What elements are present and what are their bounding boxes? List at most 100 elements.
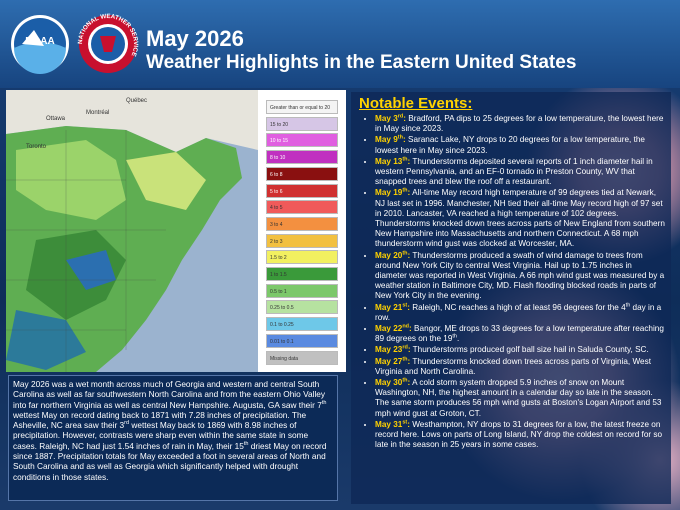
legend-entry: 0.01 to 0.1 [266,333,338,348]
event-date: : [407,156,411,166]
legend-entry: 1 to 1.5 [266,267,338,281]
text: Saranac Lake, NY drops to 20 degrees for… [375,135,645,155]
event-date: May 21 [375,302,403,312]
event-date: May 23 [375,345,403,355]
ordinal-suffix: th [321,399,327,406]
text: Thunderstorms produced golf ball size ha… [410,345,649,355]
event-item: May 31st: Westhampton, NY drops to 31 de… [375,419,665,451]
event-date: May 20 [375,250,403,260]
event-item: May 9th: Saranac Lake, NY drops to 20 de… [375,135,665,155]
place-label: Ottawa [46,116,66,122]
event-date: May 13 [375,156,403,166]
legend-entry: 0.1 to 0.25 [266,317,338,332]
legend-entry: 0.5 to 1 [266,283,338,298]
event-date: May 30 [375,378,403,388]
noaa-text: NOAA [25,36,54,47]
place-label: Québec [126,98,147,104]
text: Bangor, ME drops to 33 degrees for a low… [375,324,664,344]
legend-entry: Greater than or equal to 20 [266,100,338,114]
text: day in a row. [375,302,662,322]
ordinal-suffix: th [625,301,631,308]
event-date: May 27 [375,356,403,366]
event-date: May 9 [375,135,398,145]
event-date: : [407,188,411,198]
event-item: May 20th: Thunderstorms produced a swath… [375,249,665,302]
event-item: May 23rd: Thunderstorms produced golf ba… [375,345,665,355]
logos: NOAA NATIONAL WEATHER SERVICE [11,13,139,74]
event-date-suffix: st [402,301,408,308]
legend-entry: 10 to 15 [266,133,338,148]
legend-entry: Missing data [266,350,338,365]
legend-entry: 3 to 4 [266,216,338,231]
text: Raleigh, NC reaches a high of at least 9… [409,302,626,312]
event-date-suffix: rd [402,344,408,351]
header: NOAA NATIONAL WEATHER SERVICE May 2026 W… [0,0,680,88]
event-item: May 30th: A cold storm system dropped 5.… [375,378,665,419]
legend-entry: 6 to 8 [266,166,338,181]
ordinal-suffix: rd [124,420,130,427]
event-date: May 3 [375,114,398,123]
event-item: May 3rd: Bradford, PA dips to 25 degrees… [375,114,665,134]
precipitation-map: Québec Ottawa Montréal Toronto Greater than… [6,90,346,372]
event-date: May 19 [375,188,403,198]
event-item: May 19th: All-time May record high tempe… [375,188,665,249]
text: May 2026 was a wet month across much of … [13,379,326,410]
event-date: : [402,135,406,145]
event-date-suffix: th [402,355,408,362]
text: . [456,334,460,344]
event-date-suffix: th [402,156,408,163]
events-list: May 3rd: Bradford, PA dips to 25 degrees… [357,114,665,451]
events-title: Notable Events: [359,95,473,112]
event-date-suffix: th [402,377,408,384]
event-item: May 22nd: Bangor, ME drops to 33 degrees… [375,324,665,344]
event-item: May 13th: Thunderstorms deposited severa… [375,156,665,188]
title-line: May 2026 [146,26,244,51]
event-date: May 31 [375,419,403,429]
place-label: Montréal [86,110,109,116]
event-date-suffix: st [402,419,408,426]
event-date: : [407,345,411,355]
legend-entry: 2 to 3 [266,233,338,248]
legend-entry: 1.5 to 2 [266,250,338,265]
text: Thunderstorms knocked down trees across … [375,356,651,376]
event-date: : [407,302,410,312]
event-date-suffix: th [402,249,408,256]
event-date: May 22 [375,324,403,334]
text: wettest May back to 1869 with 8.98 inche… [13,420,309,451]
event-date-suffix: th [397,134,403,141]
text: driest May on record since 1887. Precipi… [13,440,327,482]
place-label: Toronto [26,144,47,150]
text: All-time May record high temperature of … [375,188,665,249]
legend-entry: 8 to 10 [266,150,338,165]
event-date: : [407,378,411,388]
event-date: : [407,356,411,366]
legend-entry: 15 to 20 [266,116,338,131]
map-image: Québec Ottawa Montréal Toronto [6,90,258,372]
text: Thunderstorms deposited several reports … [375,156,653,187]
event-date: : [403,114,406,123]
event-date-suffix: nd [402,323,410,330]
event-date-suffix: rd [397,113,404,120]
legend-entry: 0.25 to 0.5 [266,300,338,315]
text: Bradford, PA dips to 25 degrees for a lo… [375,114,664,134]
text: Westhampton, NY drops to 31 degrees for … [375,419,663,450]
event-date: : [409,324,412,334]
event-date: : [407,250,411,260]
legend-entry: 5 to 6 [266,183,338,198]
ordinal-suffix: th [243,441,249,448]
event-item: May 27th: Thunderstorms knocked down tre… [375,355,665,377]
event-date: : [407,419,410,429]
legend-entry: 4 to 5 [266,200,338,215]
event-item: May 21st: Raleigh, NC reaches a high of … [375,301,665,323]
title-line: Weather Highlights in the Eastern United… [146,52,577,73]
text: Thunderstorms produced a swath of wind d… [375,250,665,301]
text: A cold storm system dropped 5.9 inches o… [375,378,662,418]
text: wettest May on record dating back to 187… [13,409,307,431]
events-panel: Notable Events: May 3rd: Bradford, PA di… [351,92,671,504]
ordinal-suffix: th [452,333,457,340]
summary-box: May 2026 was a wet month across much of … [8,375,338,501]
event-date-suffix: th [402,187,408,194]
